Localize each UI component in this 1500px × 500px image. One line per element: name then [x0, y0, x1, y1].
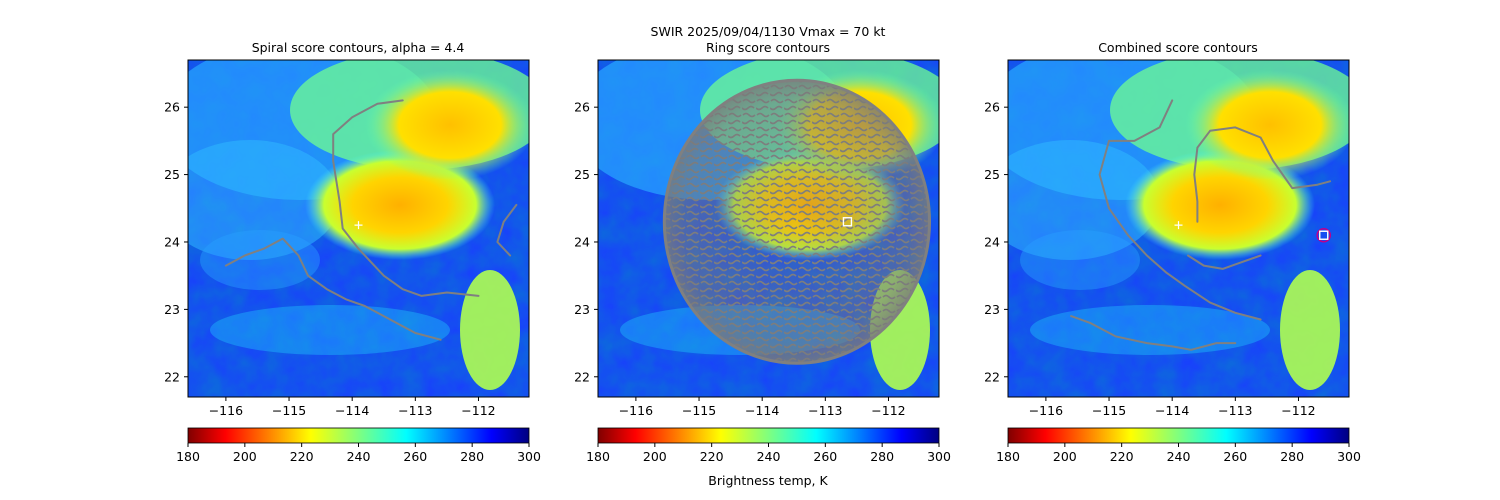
panel-combined-axes: −116 −115 −114 −113 −112 22 23 24 25 26 — [984, 100, 1316, 418]
panel-ring: Ring score contours −116 −115 −114 −113 −112… — [574, 40, 940, 418]
y-tick-label: 26 — [984, 100, 1000, 115]
colorbar-spiral — [187, 427, 530, 444]
colorbar-tick-label: 280 — [1280, 449, 1304, 464]
panel-combined-title: Combined score contours — [1098, 40, 1258, 55]
colorbar-tick-label: 300 — [1337, 449, 1361, 464]
x-tick-label: −115 — [682, 403, 716, 418]
colorbar-tick-label: 280 — [460, 449, 484, 464]
colorbar-tick-label: 280 — [870, 449, 894, 464]
y-tick-label: 22 — [164, 369, 180, 384]
x-tick-label: −114 — [335, 403, 369, 418]
y-tick-label: 25 — [574, 167, 590, 182]
x-tick-label: −116 — [1029, 403, 1063, 418]
y-tick-label: 23 — [574, 302, 590, 317]
y-tick-label: 23 — [984, 302, 1000, 317]
contour-line — [332, 99, 480, 297]
colorbar-tick-label: 220 — [1110, 449, 1134, 464]
y-tick-label: 25 — [984, 167, 1000, 182]
spiral-markers — [354, 221, 363, 230]
y-tick-label: 24 — [574, 234, 590, 249]
combined-contours — [1070, 99, 1332, 351]
x-tick-label: −112 — [1281, 403, 1315, 418]
x-tick-label: −114 — [745, 403, 779, 418]
square-marker — [842, 217, 853, 227]
y-tick-label: 24 — [984, 234, 1000, 249]
colorbar-tick-label: 220 — [290, 449, 314, 464]
colorbar-ring — [597, 427, 940, 444]
contour-line — [1193, 126, 1332, 223]
colorbar-combined — [1007, 427, 1350, 444]
combined-markers — [1174, 221, 1332, 243]
panel-spiral-frame — [187, 59, 530, 398]
panel-spiral-title: Spiral score contours, alpha = 4.4 — [252, 40, 465, 55]
x-tick-label: −112 — [871, 403, 905, 418]
center-plus-marker — [354, 221, 363, 230]
panel-spiral-image — [188, 60, 529, 397]
contour-line — [1098, 99, 1262, 321]
colorbar-tick-label: 240 — [757, 449, 781, 464]
contour-line — [496, 203, 518, 257]
panel-ring-axes: −116 −115 −114 −113 −112 22 23 24 25 26 — [574, 100, 906, 418]
y-tick-label: 26 — [164, 100, 180, 115]
panel-combined-frame — [1007, 59, 1350, 398]
x-tick-label: −116 — [209, 403, 243, 418]
colorbar-tick-label: 240 — [347, 449, 371, 464]
x-tick-label: −115 — [272, 403, 306, 418]
colorbar-tick-label: 300 — [927, 449, 951, 464]
colorbar-tick-label: 260 — [403, 449, 427, 464]
panel-ring-title: Ring score contours — [706, 40, 830, 55]
x-tick-label: −113 — [1218, 403, 1252, 418]
y-tick-label: 26 — [574, 100, 590, 115]
x-tick-label: −112 — [461, 403, 495, 418]
panel-combined: Combined score contours −116 −115 −114 −113… — [984, 40, 1350, 418]
colorbar-tick-label: 300 — [517, 449, 541, 464]
colorbar-label: Brightness temp, K — [708, 473, 828, 488]
colorbar-tick-label: 180 — [586, 449, 610, 464]
y-tick-label: 22 — [574, 369, 590, 384]
panel-spiral-axes: −116 −115 −114 −113 −112 22 23 24 25 26 — [164, 100, 496, 418]
y-tick-label: 22 — [984, 369, 1000, 384]
square-marker — [1319, 230, 1329, 240]
colorbar-tick-label: 180 — [996, 449, 1020, 464]
panel-ring-frame — [597, 59, 940, 398]
ring-markers — [842, 217, 853, 227]
contour-line — [1070, 315, 1237, 351]
colorbar-tick-label: 260 — [813, 449, 837, 464]
spiral-contours — [224, 99, 518, 341]
colorbar-tick-label: 220 — [700, 449, 724, 464]
ring-contours — [662, 78, 932, 365]
colorbar-tick-label: 260 — [1223, 449, 1247, 464]
center-plus-marker — [1174, 221, 1183, 230]
colorbar-tick-label: 240 — [1167, 449, 1191, 464]
y-tick-label: 25 — [164, 167, 180, 182]
panel-combined-image — [1008, 60, 1349, 397]
x-tick-label: −113 — [398, 403, 432, 418]
x-tick-label: −116 — [619, 403, 653, 418]
circle-marker — [1316, 227, 1332, 243]
ring-contour-edge — [662, 78, 932, 365]
colorbar-tick-label: 180 — [176, 449, 200, 464]
y-tick-label: 23 — [164, 302, 180, 317]
x-tick-label: −115 — [1092, 403, 1126, 418]
colorbar-tick-label: 200 — [1053, 449, 1077, 464]
x-tick-label: −113 — [808, 403, 842, 418]
colorbars: 180 200 220 240 260 280 300 180 200 220 240 260 280 3… — [176, 427, 1361, 464]
y-tick-label: 24 — [164, 234, 180, 249]
panel-spiral: Spiral score contours, alpha = 4.4 −116−… — [164, 40, 530, 418]
ring-contour-shade — [664, 80, 930, 364]
colorbar-tick-label: 200 — [233, 449, 257, 464]
figure-suptitle: SWIR 2025/09/04/1130 Vmax = 70 kt — [651, 24, 886, 39]
x-tick-label: −114 — [1155, 403, 1189, 418]
contour-line — [224, 237, 442, 341]
contour-line — [1187, 254, 1262, 270]
colorbar-tick-label: 200 — [643, 449, 667, 464]
